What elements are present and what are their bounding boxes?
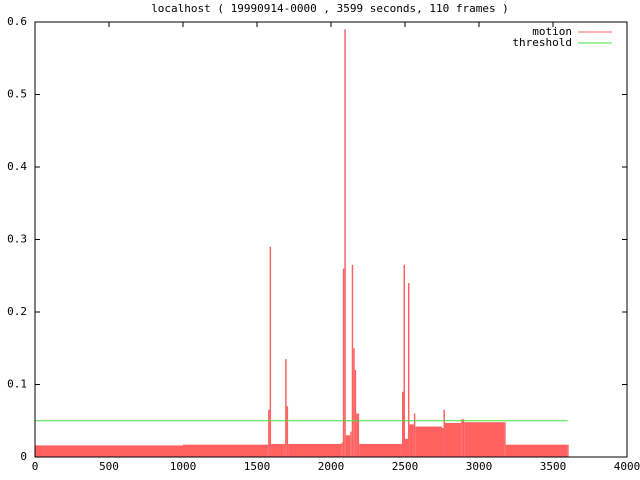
- y-tick-label: 0.1: [7, 378, 27, 391]
- impulse-bar: [344, 29, 346, 457]
- impulse-bar: [351, 264, 354, 457]
- y-tick-label: 0.4: [7, 160, 27, 173]
- impulse-bar: [405, 438, 408, 457]
- y-tick-label: 0.3: [7, 233, 27, 246]
- impulse-bar: [342, 268, 345, 457]
- impulse-bar: [269, 246, 272, 457]
- impulse-bar: [283, 443, 286, 457]
- impulse-bar: [504, 422, 506, 457]
- x-tick-label: 2500: [392, 460, 419, 473]
- plot-frame: [34, 21, 628, 458]
- impulse-bar: [35, 445, 109, 457]
- x-tick-label: 0: [32, 460, 39, 473]
- impulse-bar: [288, 443, 342, 457]
- impulse-bar: [403, 264, 405, 457]
- impulse-bar: [271, 443, 284, 457]
- impulse-bar: [402, 391, 404, 457]
- x-tick-label: 4000: [614, 460, 640, 473]
- impulse-bar: [353, 348, 355, 457]
- impulse-bar: [267, 444, 269, 457]
- impulse-bar: [505, 444, 568, 457]
- x-tick-label: 2000: [318, 460, 345, 473]
- impulse-bar: [409, 424, 414, 457]
- impulse-bar: [443, 409, 445, 457]
- x-tick-label: 3000: [466, 460, 493, 473]
- impulse-bar: [359, 443, 401, 457]
- impulse-bar: [345, 435, 351, 457]
- x-tick-label: 500: [99, 460, 119, 473]
- impulse-bar: [567, 444, 569, 457]
- impulse-bar: [109, 445, 183, 457]
- impulse-bar: [461, 419, 465, 457]
- impulse-bar: [413, 413, 416, 457]
- impulse-bar: [268, 409, 270, 457]
- impulse-bar: [407, 283, 410, 457]
- x-tick-label: 1500: [244, 460, 271, 473]
- impulse-bar: [464, 422, 505, 457]
- impulse-bar: [350, 431, 352, 457]
- legend-label: motion: [532, 25, 572, 38]
- x-tick-label: 3500: [540, 460, 567, 473]
- impulse-bar: [400, 443, 403, 457]
- x-tick-label: 1000: [170, 460, 197, 473]
- impulse-bar: [286, 406, 289, 457]
- impulse-bar: [415, 426, 442, 457]
- legend-label: threshold: [512, 36, 572, 49]
- impulse-bar: [354, 370, 357, 457]
- y-tick-label: 0.2: [7, 305, 27, 318]
- y-tick-label: 0: [20, 450, 27, 463]
- impulse-bar: [183, 444, 268, 457]
- impulse-bar: [442, 428, 444, 457]
- chart-title: localhost ( 19990914-0000 , 3599 seconds…: [151, 2, 509, 15]
- impulse-bar: [444, 422, 462, 457]
- y-tick-label: 0.6: [7, 15, 27, 28]
- impulse-bar: [285, 359, 287, 457]
- impulse-bar: [341, 442, 343, 457]
- impulse-bar: [356, 413, 360, 457]
- y-tick-label: 0.5: [7, 88, 27, 101]
